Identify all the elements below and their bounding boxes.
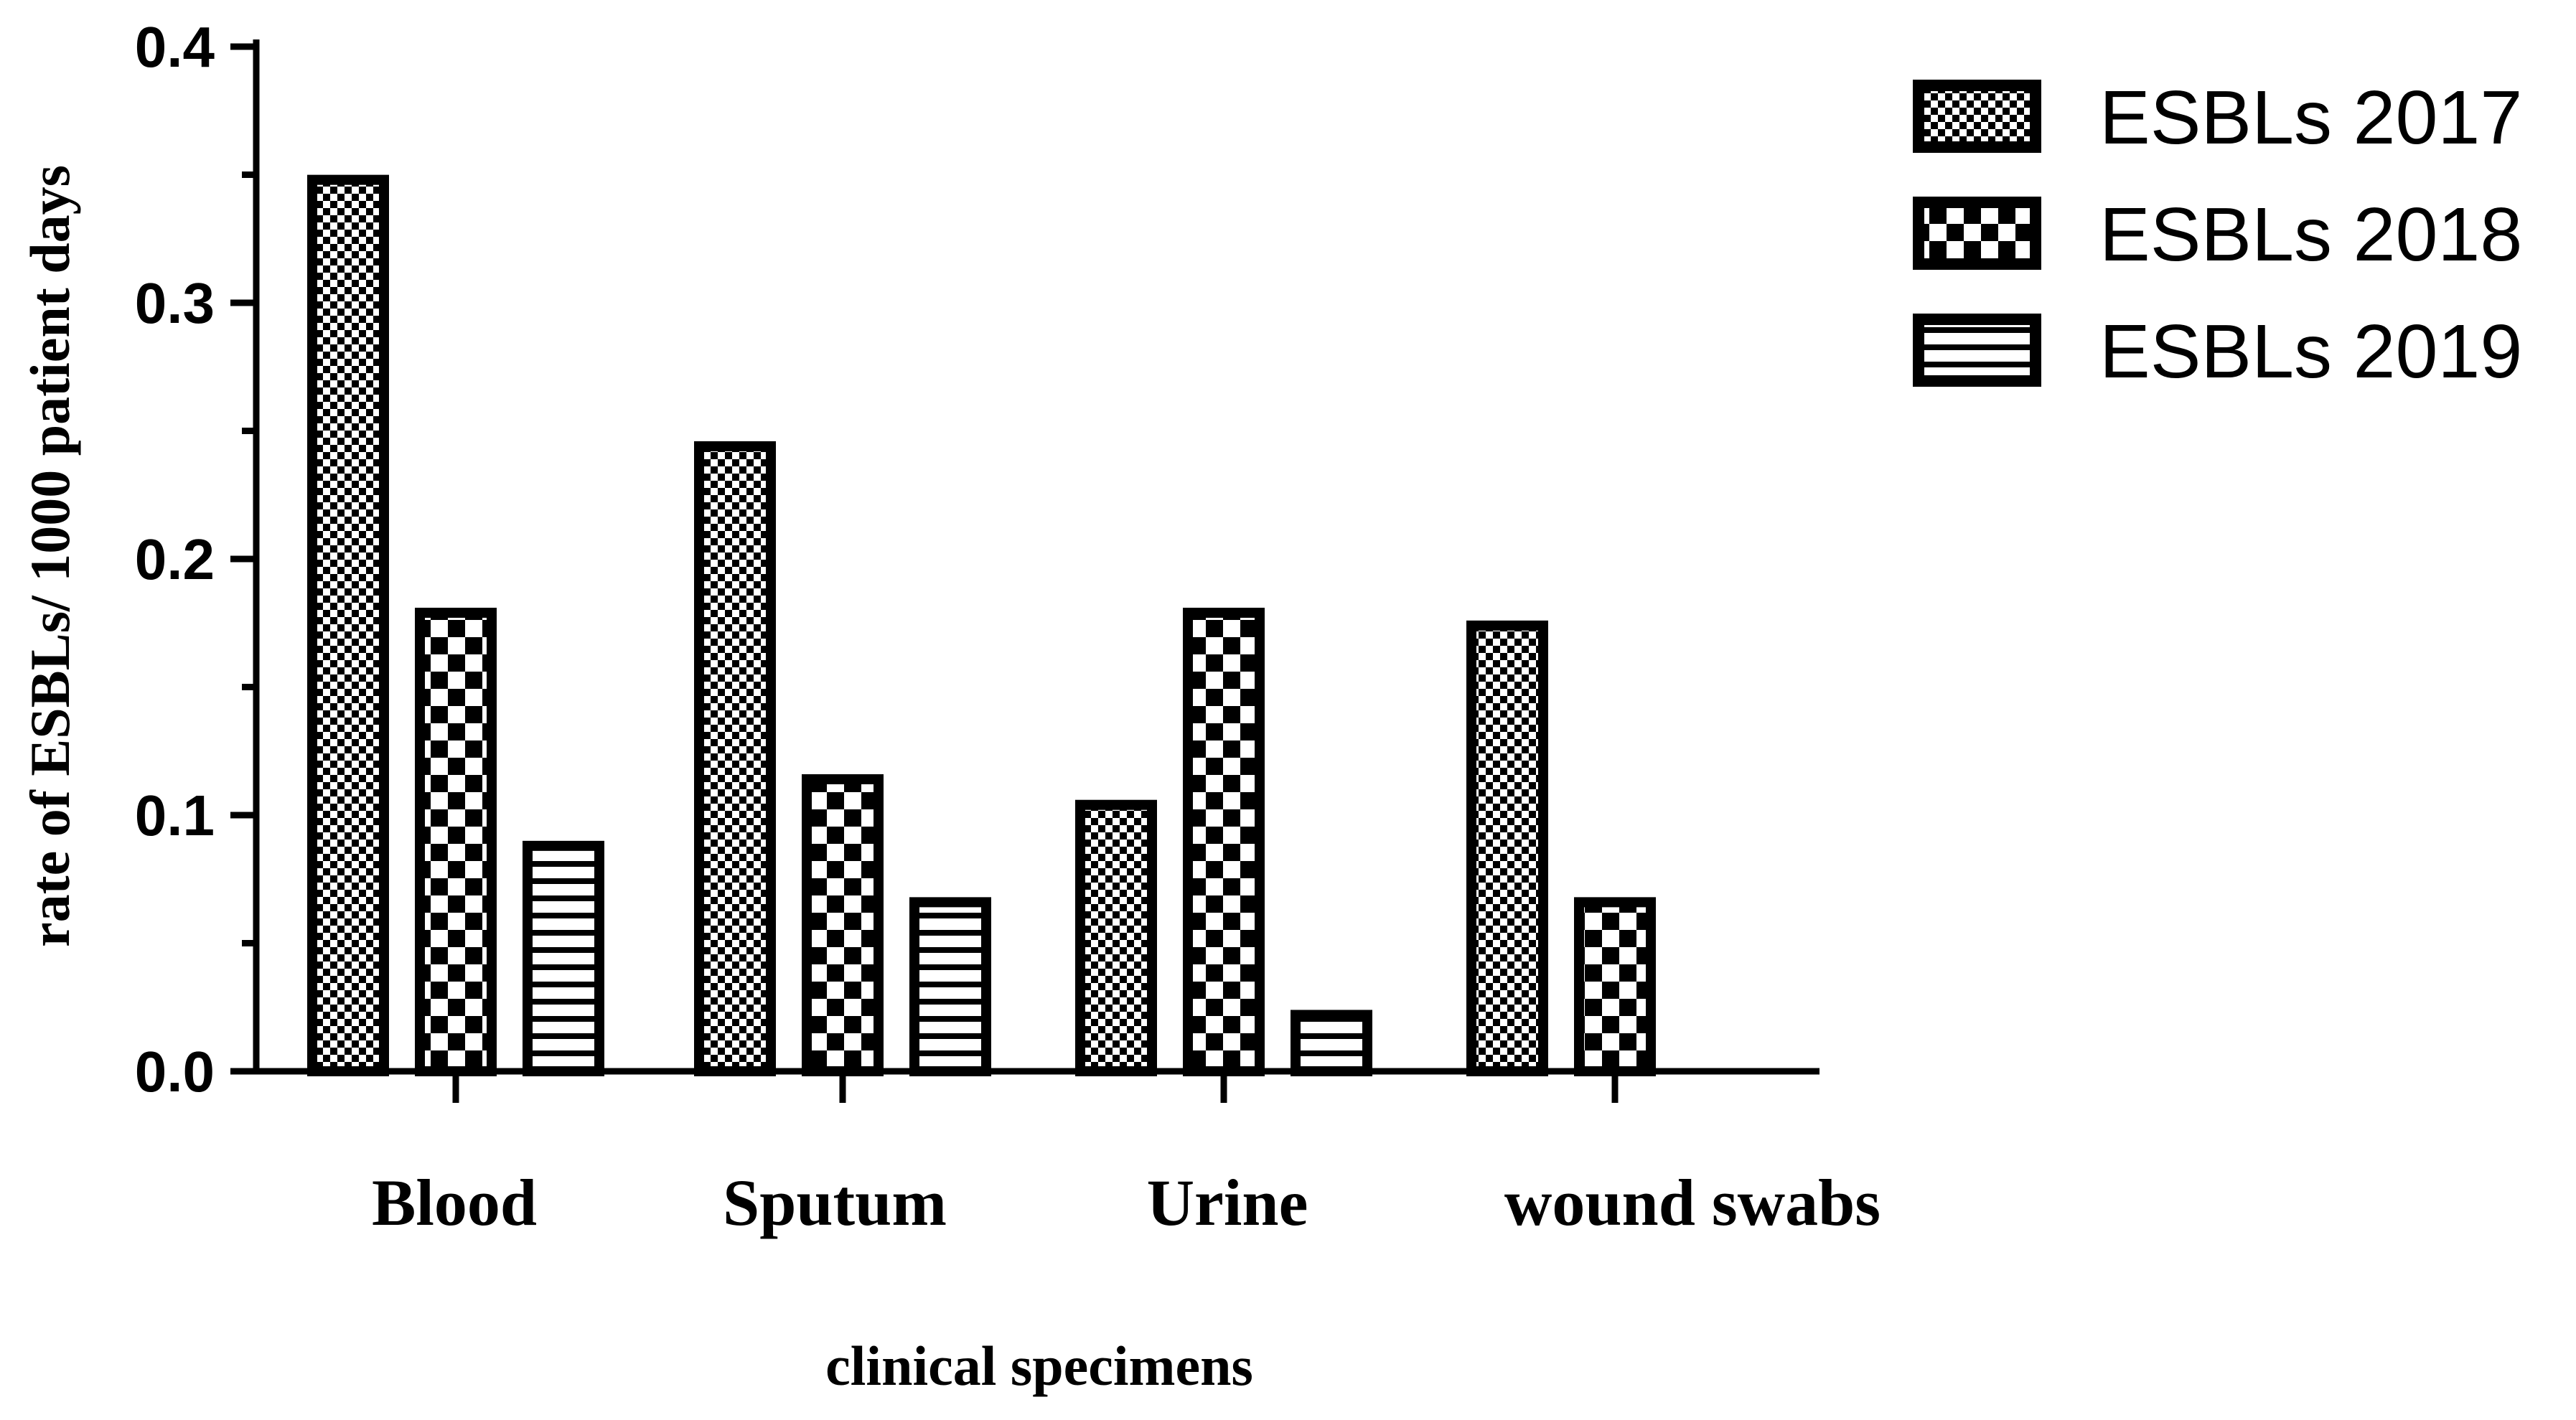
bars-layer bbox=[307, 174, 1656, 1077]
y-tick-label: 0.0 bbox=[135, 1040, 215, 1104]
bar-urine-esbls-2019 bbox=[1291, 1010, 1372, 1076]
legend-swatch-esbls-2019 bbox=[1913, 314, 2041, 387]
bar-blood-esbls-2017 bbox=[307, 174, 389, 1076]
bar-blood-esbls-2019 bbox=[523, 840, 604, 1076]
category-label-wound-swabs: wound swabs bbox=[1504, 1166, 1881, 1239]
y-tick-label: 0.3 bbox=[135, 271, 215, 335]
legend-swatch-esbls-2018 bbox=[1913, 197, 2041, 270]
labels-layer: 0.0 0.1 0.2 0.3 0.4 Blood Sputum Urine wound swa… bbox=[19, 15, 1881, 1397]
bar-urine-esbls-2017 bbox=[1075, 799, 1157, 1076]
bar-blood-esbls-2018 bbox=[415, 607, 497, 1076]
legend-label-esbls-2018: ESBLs 2018 bbox=[2099, 192, 2522, 277]
bar-sputum-esbls-2019 bbox=[909, 897, 991, 1076]
legend-label-esbls-2019: ESBLs 2019 bbox=[2099, 309, 2522, 394]
category-label-urine: Urine bbox=[1147, 1166, 1308, 1239]
y-tick-label: 0.1 bbox=[135, 784, 215, 847]
legend-label-esbls-2017: ESBLs 2017 bbox=[2099, 75, 2522, 160]
bar-wound-swabs-esbls-2017 bbox=[1466, 620, 1548, 1076]
category-label-blood: Blood bbox=[372, 1166, 537, 1239]
bar-urine-esbls-2018 bbox=[1183, 607, 1265, 1076]
y-tick-label: 0.2 bbox=[135, 527, 215, 591]
category-label-sputum: Sputum bbox=[723, 1166, 947, 1239]
bar-wound-swabs-esbls-2018 bbox=[1574, 897, 1656, 1076]
y-axis-title: rate of ESBLs/ 1000 patient days bbox=[19, 165, 81, 947]
legend-swatch-esbls-2017 bbox=[1913, 80, 2041, 153]
bar-sputum-esbls-2018 bbox=[802, 774, 884, 1077]
axes-layer bbox=[230, 39, 1819, 1103]
x-axis-title: clinical specimens bbox=[825, 1335, 1253, 1397]
y-tick-label: 0.4 bbox=[135, 15, 215, 79]
bar-sputum-esbls-2017 bbox=[694, 441, 776, 1076]
legend: ESBLs 2017 ESBLs 2018 ESBLs 2019 bbox=[1913, 75, 2522, 394]
